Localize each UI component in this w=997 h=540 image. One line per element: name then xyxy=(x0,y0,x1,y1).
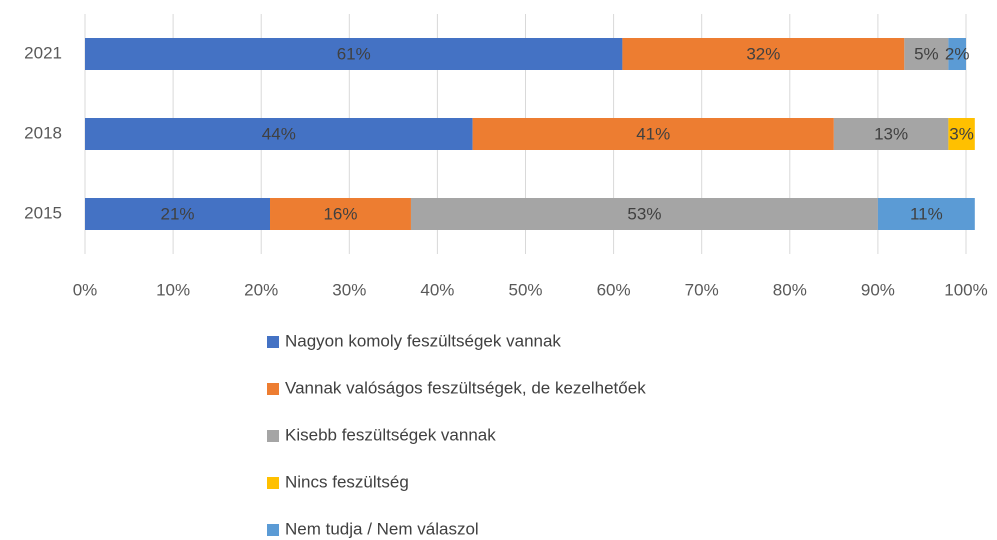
x-tick-label: 90% xyxy=(861,280,895,299)
x-tick-label: 0% xyxy=(73,280,98,299)
data-label: 5% xyxy=(914,44,939,63)
legend-swatch xyxy=(267,524,279,536)
bar-segment xyxy=(472,118,834,150)
legend-label: Nincs feszültség xyxy=(285,472,409,491)
x-tick-label: 30% xyxy=(332,280,366,299)
data-label: 3% xyxy=(949,124,974,143)
data-label: 21% xyxy=(160,204,194,223)
data-label: 16% xyxy=(323,204,357,223)
data-label: 53% xyxy=(627,204,661,223)
x-tick-label: 40% xyxy=(420,280,454,299)
bar-segment xyxy=(85,198,271,230)
bar-segment xyxy=(622,38,905,70)
bar-segment xyxy=(833,118,949,150)
data-label: 11% xyxy=(910,204,943,223)
legend-label: Nagyon komoly feszültségek vannak xyxy=(285,331,561,350)
bar-segment xyxy=(948,118,975,150)
legend-label: Vannak valóságos feszültségek, de kezelh… xyxy=(285,378,646,397)
x-tick-label: 80% xyxy=(773,280,807,299)
legend-label: Nem tudja / Nem válaszol xyxy=(285,519,479,538)
x-tick-label: 10% xyxy=(156,280,190,299)
legend-label: Kisebb feszültségek vannak xyxy=(285,425,496,444)
legend-swatch xyxy=(267,430,279,442)
legend-swatch xyxy=(267,383,279,395)
x-tick-label: 20% xyxy=(244,280,278,299)
bar-segment xyxy=(85,118,473,150)
data-label: 2% xyxy=(945,44,970,63)
bar-segment xyxy=(877,198,975,230)
y-tick-label: 2015 xyxy=(24,203,62,222)
legend-swatch xyxy=(267,477,279,489)
bar-segment xyxy=(270,198,411,230)
bar-segment xyxy=(948,38,966,70)
data-label: 41% xyxy=(636,124,670,143)
bar-segment xyxy=(904,38,949,70)
x-tick-label: 60% xyxy=(597,280,631,299)
data-label: 61% xyxy=(337,44,371,63)
y-tick-label: 2021 xyxy=(24,43,62,62)
bar-segment xyxy=(85,38,623,70)
bar-segment xyxy=(410,198,878,230)
x-tick-label: 70% xyxy=(685,280,719,299)
legend-swatch xyxy=(267,336,279,348)
data-label: 32% xyxy=(746,44,780,63)
data-label: 13% xyxy=(874,124,908,143)
y-tick-label: 2018 xyxy=(24,123,62,142)
x-tick-label: 50% xyxy=(508,280,542,299)
x-tick-label: 100% xyxy=(944,280,987,299)
data-label: 44% xyxy=(262,124,296,143)
